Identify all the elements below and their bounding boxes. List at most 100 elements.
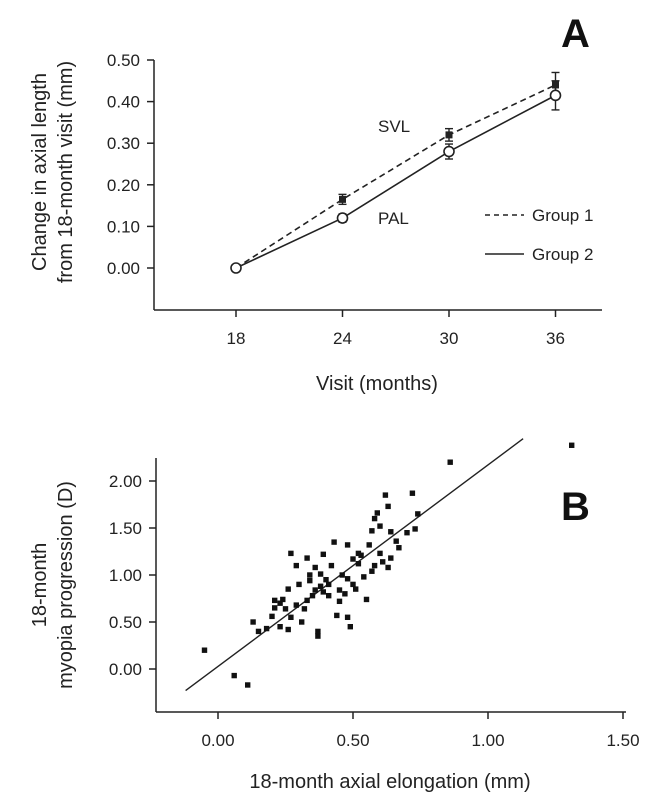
panel-b-data-point bbox=[317, 571, 324, 577]
panel-b-points bbox=[201, 442, 575, 688]
panel-b-x-ticks: 0.00 0.50 1.00 1.50 bbox=[201, 712, 640, 750]
panel-b-data-point bbox=[299, 619, 305, 625]
panel-b-letter: B bbox=[561, 485, 590, 529]
panel-b-y-tick-label: 2.00 bbox=[109, 472, 142, 491]
panel-b-data-point bbox=[328, 562, 335, 569]
panel-b-data-point bbox=[272, 597, 278, 604]
panel-a-x-tick-label: 30 bbox=[440, 329, 459, 348]
panel-b-data-point bbox=[293, 562, 299, 569]
panel-b-data-point bbox=[317, 583, 324, 589]
panel-b-y-title-line-2: myopia progression (D) bbox=[55, 481, 77, 689]
panel-a-y-ticks: 0.00 0.10 0.20 0.30 0.40 0.50 bbox=[107, 51, 154, 278]
panel-b: B 0.000.501.001.502.00 0.00 0.50 1.00 1.50 … bbox=[29, 438, 640, 793]
panel-a-y-tick-label: 0.50 bbox=[107, 51, 140, 70]
panel-a-annotation: PAL bbox=[378, 209, 409, 228]
panel-b-data-point bbox=[409, 490, 416, 496]
panel-b-data-point bbox=[326, 592, 332, 599]
panel-b-data-point bbox=[296, 581, 302, 588]
panel-b-data-point bbox=[282, 606, 289, 612]
panel-b-data-point bbox=[336, 598, 343, 605]
panel-b-data-point bbox=[361, 574, 367, 580]
panel-b-data-point bbox=[447, 459, 453, 465]
panel-a-legend: Group 1 Group 2 bbox=[485, 206, 593, 264]
panel-b-data-point bbox=[363, 596, 370, 603]
panel-b-data-point bbox=[396, 545, 402, 551]
panel-b-data-point bbox=[307, 572, 313, 578]
panel-a-point-circle bbox=[336, 212, 349, 224]
legend-group-1-label: Group 1 bbox=[532, 206, 593, 225]
panel-b-data-point bbox=[355, 561, 362, 567]
panel-b-data-point bbox=[304, 597, 310, 604]
panel-a-y-tick-label: 0.10 bbox=[107, 217, 140, 236]
panel-b-data-point bbox=[272, 605, 278, 611]
panel-b-y-title-line-1: 18-month bbox=[29, 543, 51, 628]
panel-b-data-point bbox=[569, 442, 575, 448]
panel-b-data-point bbox=[334, 612, 340, 619]
panel-b-data-point bbox=[377, 523, 383, 529]
panel-b-data-point bbox=[201, 647, 208, 653]
panel-b-data-point bbox=[301, 606, 308, 612]
panel-b-data-point bbox=[366, 542, 372, 548]
panel-a-x-tick-label: 24 bbox=[333, 329, 352, 348]
panel-b-data-point bbox=[280, 596, 286, 603]
panel-b-data-point bbox=[380, 559, 386, 565]
panel-a-point-square bbox=[445, 131, 453, 139]
panel-b-data-point bbox=[288, 614, 294, 620]
legend-group-2-label: Group 2 bbox=[532, 245, 593, 264]
panel-b-x-title: 18-month axial elongation (mm) bbox=[249, 771, 530, 793]
panel-a-y-tick-label: 0.00 bbox=[107, 259, 140, 278]
panel-b-x-tick-label: 0.00 bbox=[201, 731, 234, 750]
panel-b-data-point bbox=[307, 577, 313, 584]
panel-a-y-tick-label: 0.40 bbox=[107, 93, 140, 112]
panel-a-y-title-line-1: Change in axial length bbox=[29, 73, 51, 271]
panel-b-data-point bbox=[277, 624, 283, 630]
panel-b-data-point bbox=[277, 600, 283, 606]
panel-b-data-point bbox=[285, 626, 291, 633]
panel-b-data-point bbox=[344, 576, 351, 582]
panel-b-data-point bbox=[344, 614, 351, 620]
panel-b-data-point bbox=[320, 551, 326, 558]
panel-b-data-point bbox=[385, 564, 391, 571]
panel-b-data-point bbox=[393, 538, 399, 544]
panel-b-y-tick-label: 0.00 bbox=[109, 660, 142, 679]
panel-b-regression-line bbox=[185, 438, 524, 692]
panel-b-data-point bbox=[344, 542, 351, 548]
panel-b-data-point bbox=[350, 581, 356, 588]
panel-b-data-point bbox=[263, 625, 270, 632]
panel-a-series-line bbox=[235, 84, 556, 269]
panel-b-data-point bbox=[336, 587, 343, 593]
panel-b-x-tick-label: 1.50 bbox=[606, 731, 639, 750]
panel-b-data-point bbox=[326, 581, 332, 588]
panel-b-data-point bbox=[404, 530, 410, 536]
panel-a-y-title-line-2: from 18-month visit (mm) bbox=[55, 61, 77, 283]
panel-a-x-tick-label: 18 bbox=[227, 329, 246, 348]
panel-b-data-point bbox=[374, 510, 380, 516]
panel-b-y-ticks: 0.00 0.50 1.00 1.50 2.00 bbox=[109, 472, 156, 679]
panel-b-data-point bbox=[350, 556, 356, 562]
panel-b-data-point bbox=[385, 503, 391, 510]
panel-b-data-point bbox=[371, 515, 378, 522]
panel-b-x-tick-label: 1.00 bbox=[471, 731, 504, 750]
panel-b-data-point bbox=[331, 539, 337, 545]
panel-a-y-tick-label: 0.20 bbox=[107, 176, 140, 195]
panel-b-data-point bbox=[371, 562, 378, 569]
panel-a-letter: A bbox=[561, 12, 590, 56]
panel-b-data-point bbox=[285, 586, 291, 592]
panel-a-annotation: SVL bbox=[378, 117, 410, 136]
panel-b-data-point bbox=[369, 568, 375, 574]
panel-b-data-point bbox=[320, 589, 326, 595]
panel-a-point-circle bbox=[230, 262, 242, 274]
panel-b-data-point bbox=[304, 555, 310, 561]
panel-b-data-point bbox=[245, 682, 251, 688]
panel-b-data-point bbox=[312, 587, 318, 593]
panel-b-data-point bbox=[231, 672, 237, 679]
panel-a-y-tick-label: 0.30 bbox=[107, 134, 140, 153]
panel-a-point-square bbox=[339, 195, 346, 203]
panel-b-y-tick-label: 1.00 bbox=[109, 566, 142, 585]
panel-a-x-ticks: 18 24 30 36 bbox=[227, 310, 565, 348]
panel-b-data-point bbox=[323, 577, 329, 583]
panel-a-series bbox=[230, 71, 562, 274]
panel-b-data-point bbox=[255, 628, 262, 635]
panel-b-data-point bbox=[288, 550, 294, 557]
